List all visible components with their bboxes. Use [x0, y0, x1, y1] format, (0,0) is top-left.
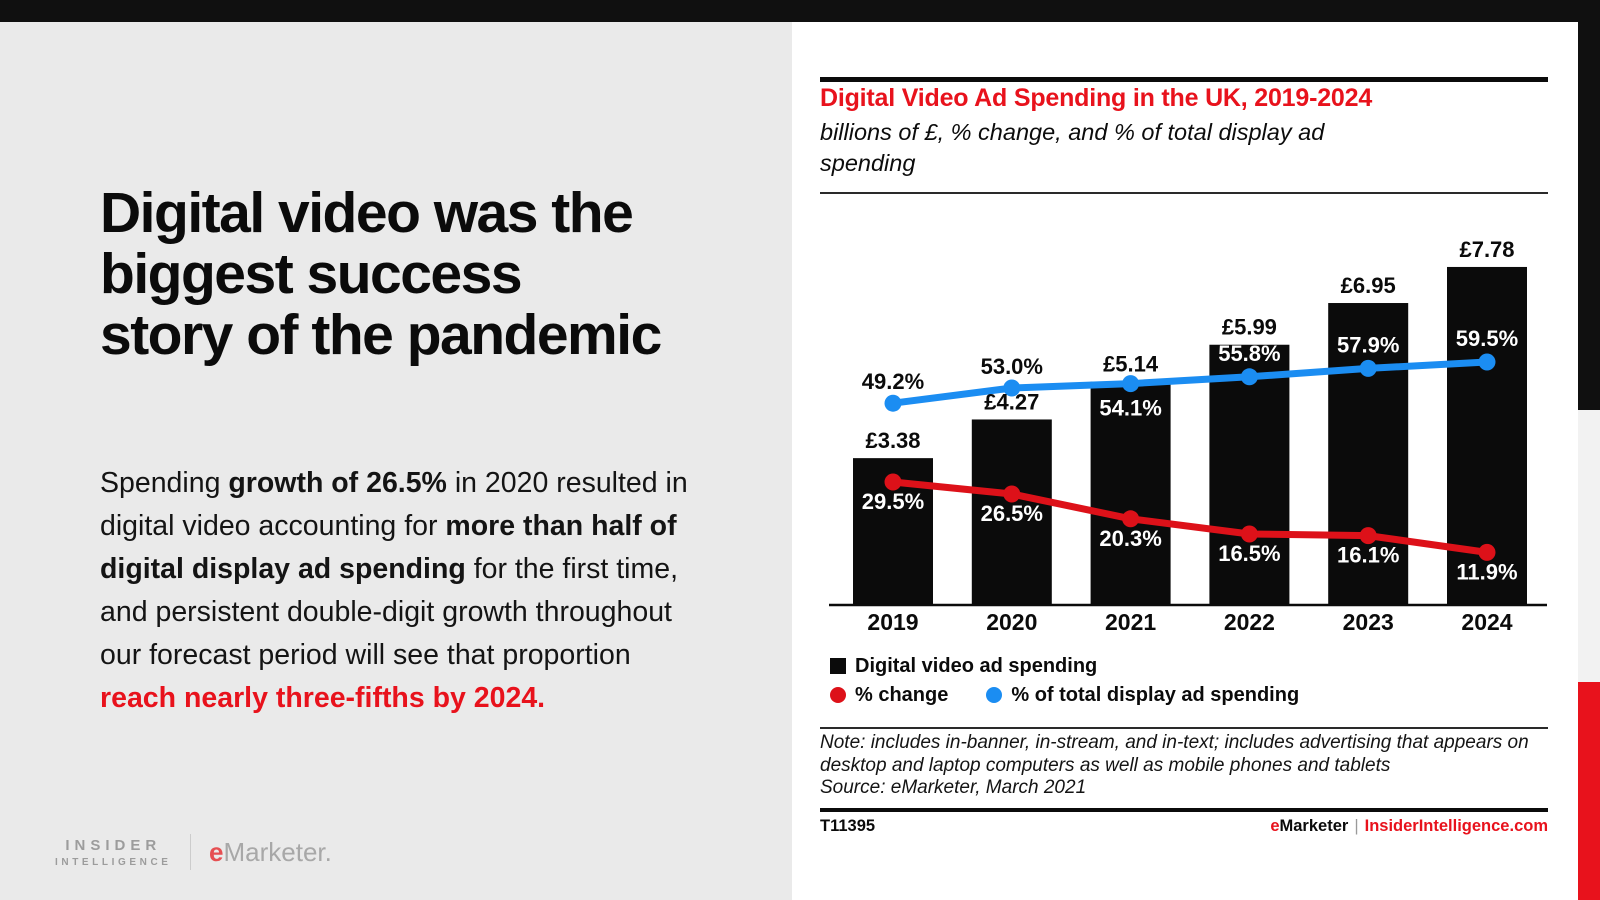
edge-strip-black [1578, 0, 1600, 410]
chart-id: T11395 [820, 816, 876, 835]
legend-item-pct-display: % of total display ad spending [986, 684, 1299, 707]
footer-rule-thick [820, 808, 1548, 812]
chart-title: Digital Video Ad Spending in the UK, 201… [820, 84, 1373, 112]
right-edge-strip [1578, 0, 1600, 900]
pct-change-line [889, 478, 1491, 556]
pct-change-dot-2020 [1003, 485, 1021, 503]
x-tick-label-2020: 2020 [986, 609, 1037, 635]
brand-logos: INSIDER INTELLIGENCE eMarketer. [55, 834, 332, 870]
pct-display-line [889, 358, 1491, 407]
footer-emarketer-rest: Marketer [1279, 816, 1349, 835]
pct-display-label-2021: 54.1% [1099, 396, 1161, 421]
insider-intelligence-logo: INSIDER INTELLIGENCE [55, 837, 172, 868]
footer-emarketer-e: e [1270, 816, 1280, 835]
emarketer-logo: eMarketer. [209, 837, 332, 868]
note-text: Note: includes in-banner, in-stream, and… [820, 732, 1529, 776]
legend-label-pct-change: % change [855, 683, 949, 706]
pct-display-label-2022: 55.8% [1218, 341, 1280, 366]
emarketer-logo-e: e [209, 836, 224, 867]
bar-value-label-2024: £7.78 [1459, 237, 1514, 262]
pct-display-label-2020: 53.0% [981, 354, 1043, 379]
pct-display-dot-2022 [1240, 368, 1258, 386]
pct-display-dot-2024 [1478, 353, 1496, 371]
insider-wordmark: INSIDER [65, 836, 162, 854]
pct-display-label-2019: 49.2% [862, 369, 924, 394]
chart-subtitle: billions of £, % change, and % of total … [820, 119, 1325, 176]
emarketer-logo-rest: Marketer. [223, 836, 332, 867]
headline: Digital video was the biggest success st… [100, 183, 740, 366]
blue-dot-icon [986, 687, 1003, 703]
bar-2022 [1209, 344, 1290, 605]
notes-block: Note: includes in-banner, in-stream, and… [820, 732, 1548, 800]
pct-change-dot-2023 [1359, 527, 1377, 545]
pct-change-dot-2021 [1122, 510, 1140, 528]
paragraph-red-segment: reach nearly three-fifths by 2024. [100, 682, 546, 714]
edge-strip-red [1578, 682, 1600, 900]
legend-label-pct-display: % of total display ad spending [1011, 683, 1300, 706]
legend-item-bar: Digital video ad spending [830, 655, 1097, 678]
pct-change-label-2020: 26.5% [981, 501, 1043, 526]
x-tick-label-2019: 2019 [867, 609, 918, 635]
legend-row-1: Digital video ad spending [830, 655, 1135, 677]
footer-brand: eMarketer | InsiderIntelligence.com [1270, 817, 1548, 836]
pct-display-label-2023: 57.9% [1337, 332, 1399, 357]
footer-site-link[interactable]: InsiderIntelligence.com [1364, 816, 1548, 835]
bar-swatch-icon [830, 658, 846, 674]
x-tick-label-2022: 2022 [1224, 609, 1275, 635]
pct-display-dot-2021 [1122, 375, 1140, 393]
headline-line-1: Digital video was the [100, 181, 634, 245]
legend-item-pct-change: % change [830, 684, 948, 707]
pct-change-label-2024: 11.9% [1456, 559, 1517, 584]
pct-display-dot-2020 [1003, 379, 1021, 397]
title-rule-thick [820, 77, 1548, 82]
pct-change-label-2022: 16.5% [1218, 541, 1280, 566]
left-panel: Digital video was the biggest success st… [0, 22, 792, 900]
logo-divider [189, 834, 192, 870]
bar-2020 [971, 419, 1052, 605]
chart-plot: £3.38 29.5% 49.2% 2019 £4.27 26.5% 53.0% 2020 £5… [829, 237, 1547, 635]
bar-value-label-2021: £5.14 [1103, 352, 1159, 377]
bar-2023 [1328, 303, 1409, 605]
source-text: Source: eMarketer, March 2021 [820, 777, 1087, 798]
pct-change-dot-2024 [1478, 543, 1496, 561]
legend-label-bar: Digital video ad spending [855, 654, 1098, 677]
bar-value-label-2023: £6.95 [1341, 273, 1396, 298]
footer-separator: | [1354, 816, 1359, 835]
headline-line-2: biggest success [100, 242, 523, 306]
pct-display-dot-2023 [1359, 359, 1377, 377]
bar-value-label-2019: £3.38 [865, 428, 920, 453]
legend-row-2: % change % of total display ad spending [830, 684, 1337, 706]
pct-change-label-2023: 16.1% [1337, 543, 1399, 568]
x-tick-label-2024: 2024 [1461, 609, 1512, 635]
top-bar [0, 0, 1600, 22]
paragraph-segment: Spending [100, 467, 229, 499]
red-dot-icon [830, 687, 846, 703]
edge-strip-gray [1578, 410, 1600, 682]
body-paragraph: Spending growth of 26.5% in 2020 resulte… [100, 462, 700, 720]
intelligence-wordmark: INTELLIGENCE [55, 856, 172, 868]
pct-display-dot-2019 [884, 394, 902, 412]
chart-card: Digital Video Ad Spending in the UK, 201… [792, 22, 1578, 900]
x-tick-label-2021: 2021 [1105, 609, 1156, 635]
pct-change-label-2019: 29.5% [862, 489, 924, 514]
pct-change-dot-2022 [1240, 525, 1258, 543]
paragraph-bold-segment: more than half of digital display ad spe… [100, 510, 677, 585]
notes-rule-thin [820, 727, 1548, 729]
bar-2021 [1090, 381, 1171, 605]
bar-value-label-2020: £4.27 [984, 389, 1039, 414]
pct-display-label-2024: 59.5% [1456, 326, 1518, 351]
x-tick-label-2023: 2023 [1343, 609, 1394, 635]
paragraph-bold-segment: growth of 26.5% [228, 467, 447, 499]
pct-change-dot-2019 [884, 473, 902, 491]
paragraph-segment: for the first time, and persistent doubl… [100, 553, 679, 671]
bar-value-label-2022: £5.99 [1222, 315, 1277, 340]
paragraph-segment: in 2020 resulted in digital video accoun… [100, 467, 688, 542]
pct-change-label-2021: 20.3% [1099, 526, 1161, 551]
subtitle-rule-thin [820, 192, 1548, 194]
chart-footer: T11395 eMarketer | InsiderIntelligence.com [820, 814, 1548, 838]
headline-line-3: story of the pandemic [100, 303, 662, 367]
